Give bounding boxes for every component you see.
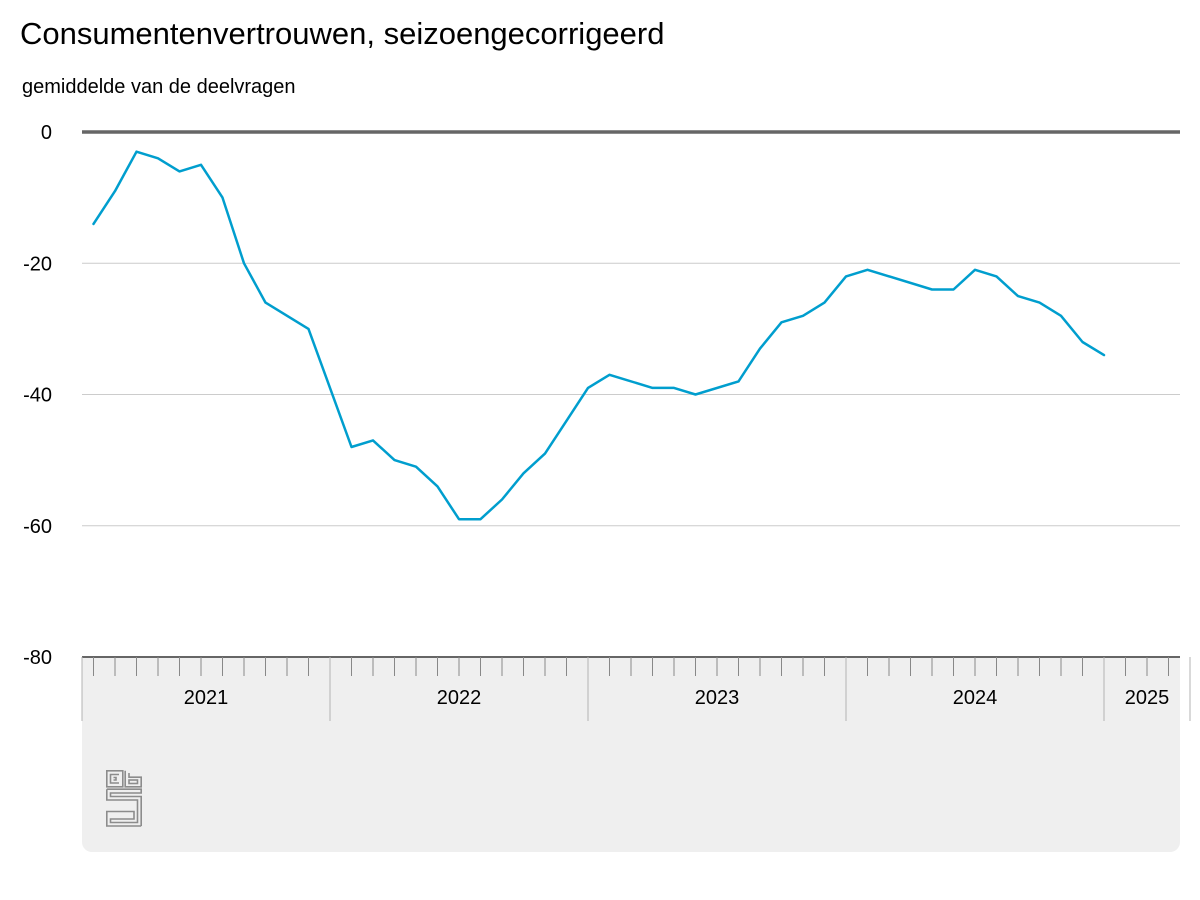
year-label: 2022 <box>437 687 482 709</box>
year-label: 2025 <box>1125 687 1170 709</box>
year-labels: 2021 2022 2023 2024 2025 <box>184 687 1170 709</box>
cbs-logo-icon <box>106 770 142 827</box>
y-tick-label: -20 <box>23 253 52 275</box>
x-axis-ticks <box>81 657 1191 721</box>
chart-title: Consumentenvertrouwen, seizoengecorrigee… <box>20 16 665 51</box>
chart-footer-panel <box>82 657 1180 852</box>
year-label: 2024 <box>953 687 998 709</box>
y-tick-label: -60 <box>23 516 52 538</box>
y-axis-labels: 0 -20 -40 -60 -80 <box>23 122 52 669</box>
y-tick-label: -40 <box>23 385 52 407</box>
year-label: 2021 <box>184 687 229 709</box>
y-tick-label: 0 <box>41 122 52 144</box>
y-tick-label: -80 <box>23 647 52 669</box>
grid-lines <box>82 130 1180 658</box>
chart-subtitle: gemiddelde van de deelvragen <box>22 76 296 98</box>
series-line <box>92 150 1106 521</box>
year-label: 2023 <box>695 687 740 709</box>
